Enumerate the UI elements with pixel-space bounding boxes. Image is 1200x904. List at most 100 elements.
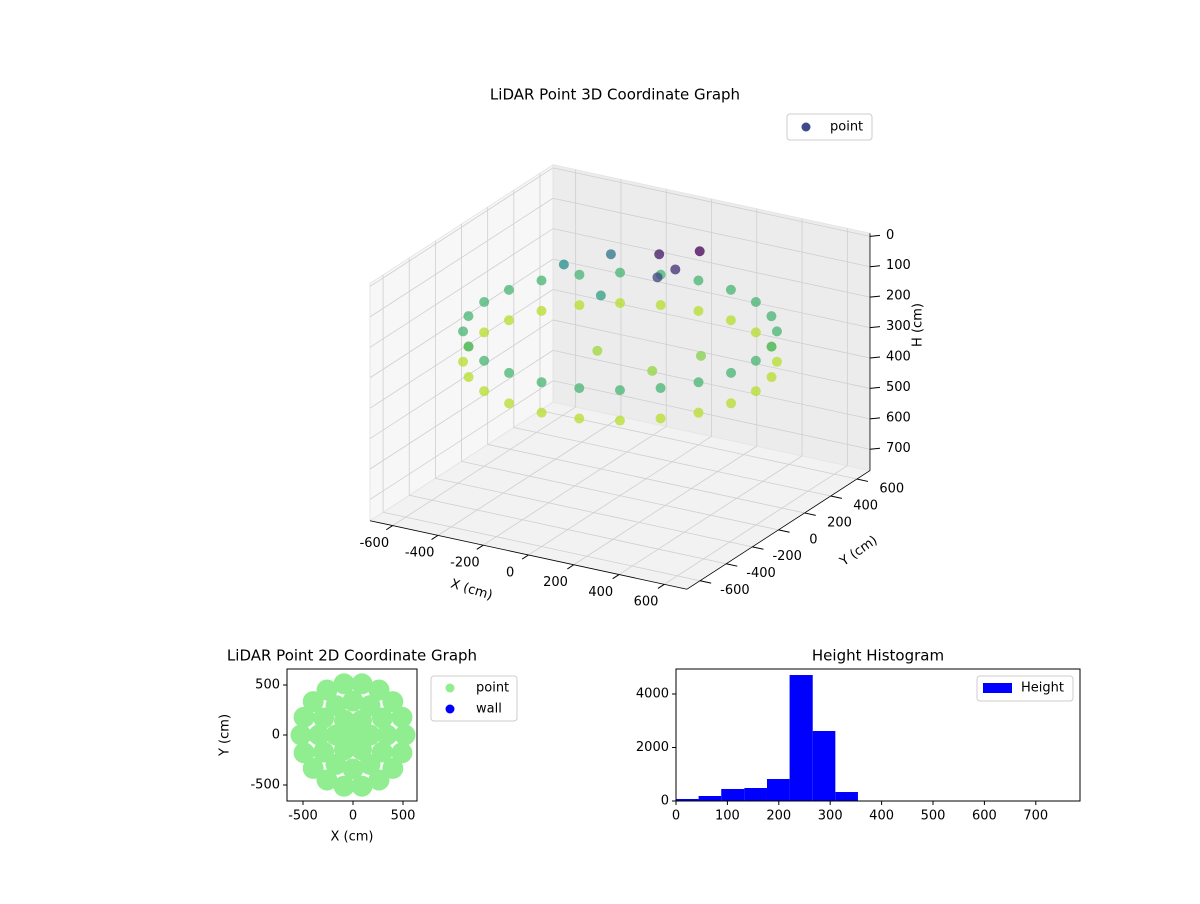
tick-mark bbox=[431, 534, 439, 540]
data-point bbox=[614, 385, 625, 396]
tick-mark bbox=[869, 326, 881, 329]
data-point bbox=[725, 284, 736, 295]
y-tick-label: 4000 bbox=[636, 687, 669, 702]
y-tick-label: -400 bbox=[746, 566, 776, 581]
tick-mark bbox=[657, 583, 665, 589]
grid-line bbox=[369, 258, 554, 379]
data-point bbox=[463, 311, 474, 322]
data-point bbox=[479, 355, 490, 366]
chart-title: LiDAR Point 2D Coordinate Graph bbox=[227, 647, 477, 665]
grid-line bbox=[369, 380, 554, 500]
data-point bbox=[536, 305, 547, 316]
grid-line bbox=[487, 444, 805, 514]
data-point bbox=[693, 275, 704, 286]
data-point bbox=[351, 775, 373, 797]
data-point bbox=[479, 327, 490, 338]
x-tick-label: 300 bbox=[818, 809, 843, 824]
data-point bbox=[574, 383, 585, 394]
data-point bbox=[750, 355, 761, 366]
tick-mark bbox=[567, 564, 575, 570]
x-tick-label: 600 bbox=[634, 595, 659, 610]
tick-mark bbox=[830, 495, 842, 499]
grid-line bbox=[369, 350, 554, 470]
x-tick-label: -600 bbox=[360, 536, 390, 551]
data-point bbox=[605, 249, 616, 260]
data-point bbox=[458, 356, 469, 367]
z-tick-label: 500 bbox=[886, 380, 911, 395]
legend-marker bbox=[983, 683, 1012, 693]
data-point bbox=[503, 315, 514, 326]
legend-box bbox=[430, 675, 518, 722]
tick-mark bbox=[385, 525, 393, 531]
data-point bbox=[536, 377, 547, 388]
data-point bbox=[766, 311, 777, 322]
data-point bbox=[558, 259, 569, 270]
data-point bbox=[316, 679, 338, 701]
data-point bbox=[726, 367, 737, 378]
grid-line bbox=[409, 494, 727, 565]
tick-mark bbox=[476, 544, 484, 550]
data-point bbox=[615, 298, 626, 309]
data-point bbox=[391, 706, 413, 728]
grid-line bbox=[435, 477, 753, 548]
data-point bbox=[458, 326, 469, 337]
legend-label: Height bbox=[1021, 681, 1064, 696]
data-point bbox=[368, 679, 390, 701]
data-point bbox=[615, 267, 626, 278]
data-point bbox=[574, 413, 585, 424]
legend-box bbox=[786, 113, 873, 141]
data-point bbox=[766, 341, 777, 352]
data-point bbox=[504, 367, 515, 378]
z-tick-label: 0 bbox=[886, 228, 894, 243]
y-tick-label: 2000 bbox=[636, 740, 669, 755]
y-tick-label: 0 bbox=[661, 794, 669, 809]
x-tick-label: 400 bbox=[588, 585, 613, 600]
chart-2d: LiDAR Point 2D Coordinate Graph point wall… bbox=[218, 647, 518, 845]
bar bbox=[744, 788, 767, 801]
legend-marker bbox=[445, 683, 455, 693]
x-tick-label: -500 bbox=[288, 809, 318, 824]
axis-line bbox=[686, 470, 871, 590]
data-point bbox=[504, 398, 515, 409]
data-point bbox=[333, 775, 355, 797]
bar bbox=[676, 798, 699, 801]
z-tick-label: 700 bbox=[886, 441, 911, 456]
z-tick-label: 200 bbox=[886, 289, 911, 304]
x-tick-label: 200 bbox=[766, 809, 791, 824]
grid-line bbox=[383, 511, 701, 582]
axis-line bbox=[369, 520, 688, 590]
x-tick-label: 500 bbox=[391, 809, 416, 824]
grid-line bbox=[369, 319, 554, 439]
data-point bbox=[771, 356, 782, 367]
grid-line bbox=[552, 197, 871, 268]
data-point bbox=[308, 724, 330, 746]
data-point bbox=[359, 695, 381, 717]
data-point bbox=[316, 769, 338, 791]
x-axis-label: X (cm) bbox=[331, 830, 374, 845]
tick-mark bbox=[778, 529, 790, 533]
y-tick-label: 600 bbox=[879, 481, 904, 496]
grid-line bbox=[539, 410, 857, 480]
data-point bbox=[382, 691, 404, 713]
grid-line bbox=[461, 461, 779, 531]
data-point bbox=[313, 707, 335, 729]
data-point bbox=[574, 269, 585, 280]
legend-box bbox=[976, 675, 1074, 702]
data-point bbox=[694, 246, 705, 257]
grid-line bbox=[552, 228, 871, 298]
grid-line bbox=[369, 197, 554, 318]
legend-label: wall bbox=[476, 702, 502, 717]
z-tick-label: 400 bbox=[886, 350, 911, 365]
data-point bbox=[302, 691, 324, 713]
grid-line bbox=[552, 380, 871, 450]
data-point bbox=[693, 377, 704, 388]
tick-mark bbox=[869, 356, 881, 359]
tick-mark bbox=[869, 295, 881, 298]
y-tick-label: 0 bbox=[809, 532, 817, 547]
data-point bbox=[693, 305, 704, 316]
x-tick-label: -200 bbox=[450, 555, 480, 570]
data-point bbox=[750, 327, 761, 338]
data-point bbox=[394, 724, 416, 746]
x-tick-label: 100 bbox=[715, 809, 740, 824]
